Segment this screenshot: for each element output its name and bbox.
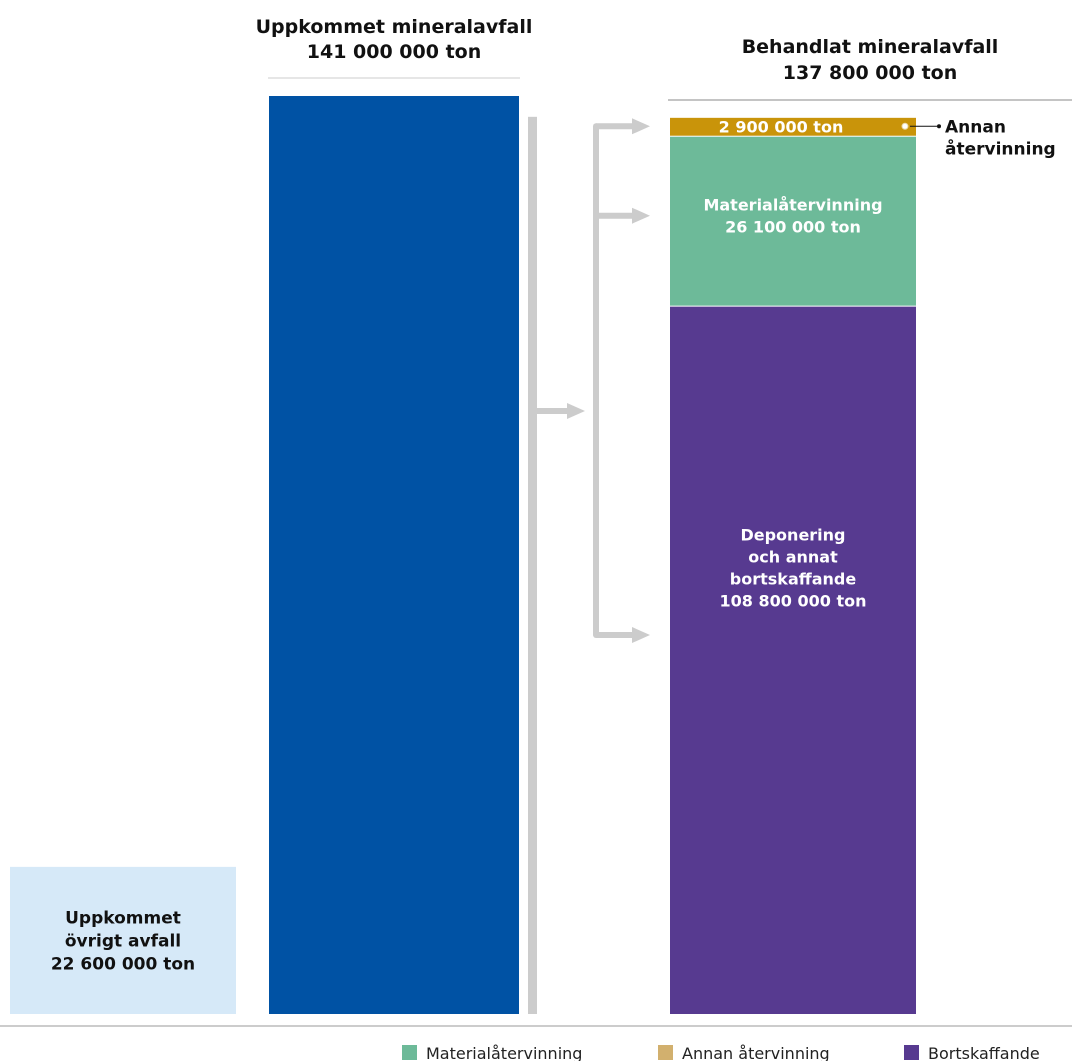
segment-label-line: Deponering (740, 526, 845, 545)
treated-segments: 2 900 000 ton Materialåtervinning 26 100 0… (670, 117, 916, 1014)
generated-other-label-line: Uppkommet (65, 908, 181, 928)
segment-label-line: och annat (748, 548, 838, 567)
generated-other-label-line: 22 600 000 ton (51, 954, 195, 974)
treated-title: Behandlat mineralavfall (742, 36, 999, 58)
generated-total: 141 000 000 ton (307, 41, 482, 63)
segment-label-line: Materialåtervinning (703, 196, 882, 215)
callout-end-dot (937, 124, 941, 129)
legend-label: Annan återvinning (682, 1044, 830, 1061)
segment-materialåtervinning (670, 136, 916, 306)
bar-generated-mineral-waste (269, 96, 519, 1014)
segment-value-label: 2 900 000 ton (719, 117, 844, 136)
segment-label-line: bortskaffande (730, 570, 857, 589)
legend-swatch (402, 1045, 417, 1060)
legend-label: Materialåtervinning (426, 1044, 582, 1061)
arrow-bortskaffande-head (632, 627, 650, 644)
bar-generated-other-waste (10, 866, 236, 1014)
arrow-material-head (632, 207, 650, 224)
legend-label: Bortskaffande (928, 1044, 1040, 1061)
segment-annan-återvinning (670, 117, 916, 136)
flow-arrows (537, 118, 650, 644)
treated-total: 137 800 000 ton (783, 62, 958, 84)
legend-swatch (658, 1045, 673, 1060)
generated-title: Uppkommet mineralavfall (256, 16, 533, 38)
generated-other-label: Uppkommet övrigt avfall 22 600 000 ton (51, 908, 195, 974)
segment-label-line: 26 100 000 ton (725, 218, 861, 237)
treated-total-indicator (528, 116, 537, 1014)
segment-bortskaffande (670, 306, 916, 1014)
callout-label-line: Annan (945, 117, 1006, 137)
legend: Materialåtervinning Annan återvinning Bort… (402, 1044, 1040, 1061)
callout-dot (901, 122, 909, 130)
arrow-in-head (567, 403, 585, 419)
generated-other-label-line: övrigt avfall (65, 931, 181, 951)
legend-swatch (904, 1045, 919, 1060)
segment-label-line: 108 800 000 ton (720, 592, 867, 611)
callout-label-line: återvinning (945, 137, 1056, 159)
arrow-annan-head (632, 118, 650, 135)
